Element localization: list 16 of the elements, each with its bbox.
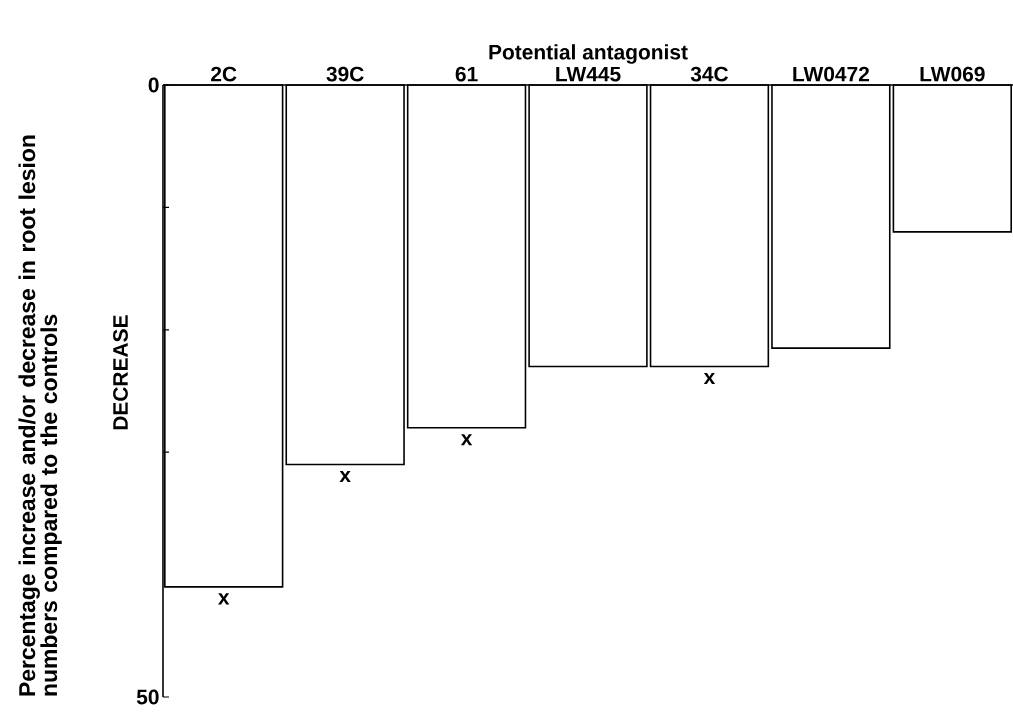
x-tick-label: LW069 (920, 66, 985, 82)
x-tick-label: 34C (690, 66, 729, 82)
x-tick-label: LW445 (556, 66, 621, 82)
annotation: x (218, 593, 230, 605)
annotation: x (703, 373, 716, 385)
text: DECREASE (113, 315, 128, 430)
y-axis-title: Percentage increase and/or decrease in root lesion numbers compared to the controls (18, 135, 62, 696)
annotation: x (460, 434, 473, 446)
x-tick-label: 2C (211, 66, 237, 82)
y-tick-label: 0 (148, 77, 159, 93)
x-tick-label: 39C (326, 66, 364, 82)
y-tick-label: 50 (136, 689, 159, 705)
annotation: x (339, 470, 351, 483)
x-tick-label: LW0472 (793, 66, 869, 82)
x-tick-label: 61 (455, 66, 478, 82)
x-axis-title: Potential antagonist (489, 44, 688, 64)
